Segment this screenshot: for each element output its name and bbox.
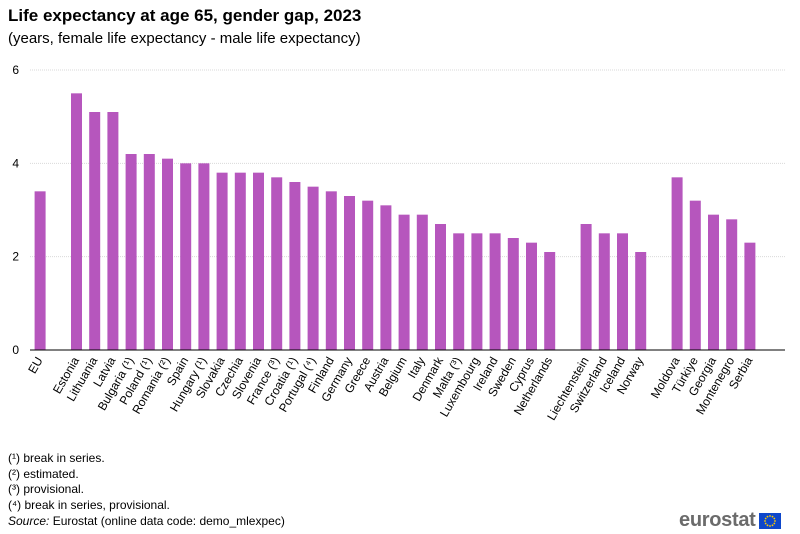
- bar: [89, 112, 101, 350]
- flag-star: [764, 522, 767, 524]
- flag-star: [768, 514, 771, 517]
- bar: [489, 233, 501, 350]
- bar: [635, 252, 647, 350]
- bar: [289, 182, 301, 350]
- bar: [617, 233, 628, 350]
- flag-star: [772, 517, 775, 519]
- bar: [125, 154, 137, 350]
- bar: [471, 233, 483, 350]
- flag-star: [772, 522, 775, 524]
- bar: [34, 191, 46, 350]
- source-text: Eurostat (online data code: demo_mlexpec…: [49, 514, 285, 528]
- bar: [526, 242, 537, 350]
- bar: [198, 163, 210, 350]
- bar: [143, 154, 155, 350]
- logo-text: eurostat: [679, 509, 756, 531]
- bar: [507, 238, 519, 350]
- source-label: Source:: [8, 514, 50, 528]
- chart-subtitle: (years, female life expectancy - male li…: [8, 30, 361, 47]
- bar: [598, 233, 610, 350]
- bar: [271, 177, 283, 350]
- bar: [344, 196, 355, 350]
- bar: [398, 214, 410, 350]
- bar: [362, 200, 374, 350]
- bar: [234, 172, 246, 350]
- flag-star: [766, 515, 768, 518]
- bar: [580, 224, 592, 350]
- bar: [307, 186, 319, 350]
- footnote-3: (³) provisional.: [8, 482, 85, 496]
- x-tick-label: EU: [25, 355, 45, 376]
- flag-star: [766, 523, 768, 526]
- footnotes: (¹) break in series. (²) estimated. (³) …: [8, 451, 170, 513]
- flag-star: [771, 515, 773, 518]
- flag-star: [763, 519, 766, 522]
- bar: [380, 205, 392, 350]
- bar: [71, 93, 82, 350]
- bar: [671, 177, 683, 350]
- flag-star: [773, 519, 776, 522]
- flag-star: [764, 517, 767, 519]
- eu-flag-icon: [758, 512, 781, 529]
- source-line: Source: Eurostat (online data code: demo…: [8, 514, 285, 528]
- y-tick-label: 0: [12, 343, 19, 357]
- bar: [744, 242, 756, 350]
- bar: [107, 112, 119, 350]
- bar: [708, 214, 719, 350]
- y-tick-label: 2: [12, 250, 19, 264]
- bar: [726, 219, 738, 350]
- bar: [435, 224, 446, 350]
- footnote-1: (¹) break in series.: [8, 451, 105, 465]
- bar: [689, 200, 701, 350]
- flag-star: [771, 523, 773, 526]
- bar: [162, 158, 173, 350]
- flag-star: [768, 524, 771, 527]
- bar: [416, 214, 428, 350]
- bar: [253, 172, 264, 350]
- bar: [453, 233, 465, 350]
- bar: [216, 172, 228, 350]
- y-tick-label: 6: [12, 63, 19, 77]
- footnote-4: (⁴) break in series, provisional.: [8, 497, 170, 512]
- eurostat-logo: eurostat: [679, 509, 781, 532]
- bar: [180, 163, 192, 350]
- bar: [544, 252, 556, 350]
- chart-title: Life expectancy at age 65, gender gap, 2…: [8, 6, 362, 25]
- footnote-2: (²) estimated.: [8, 466, 79, 481]
- bar: [325, 191, 337, 350]
- y-tick-label: 4: [12, 156, 19, 170]
